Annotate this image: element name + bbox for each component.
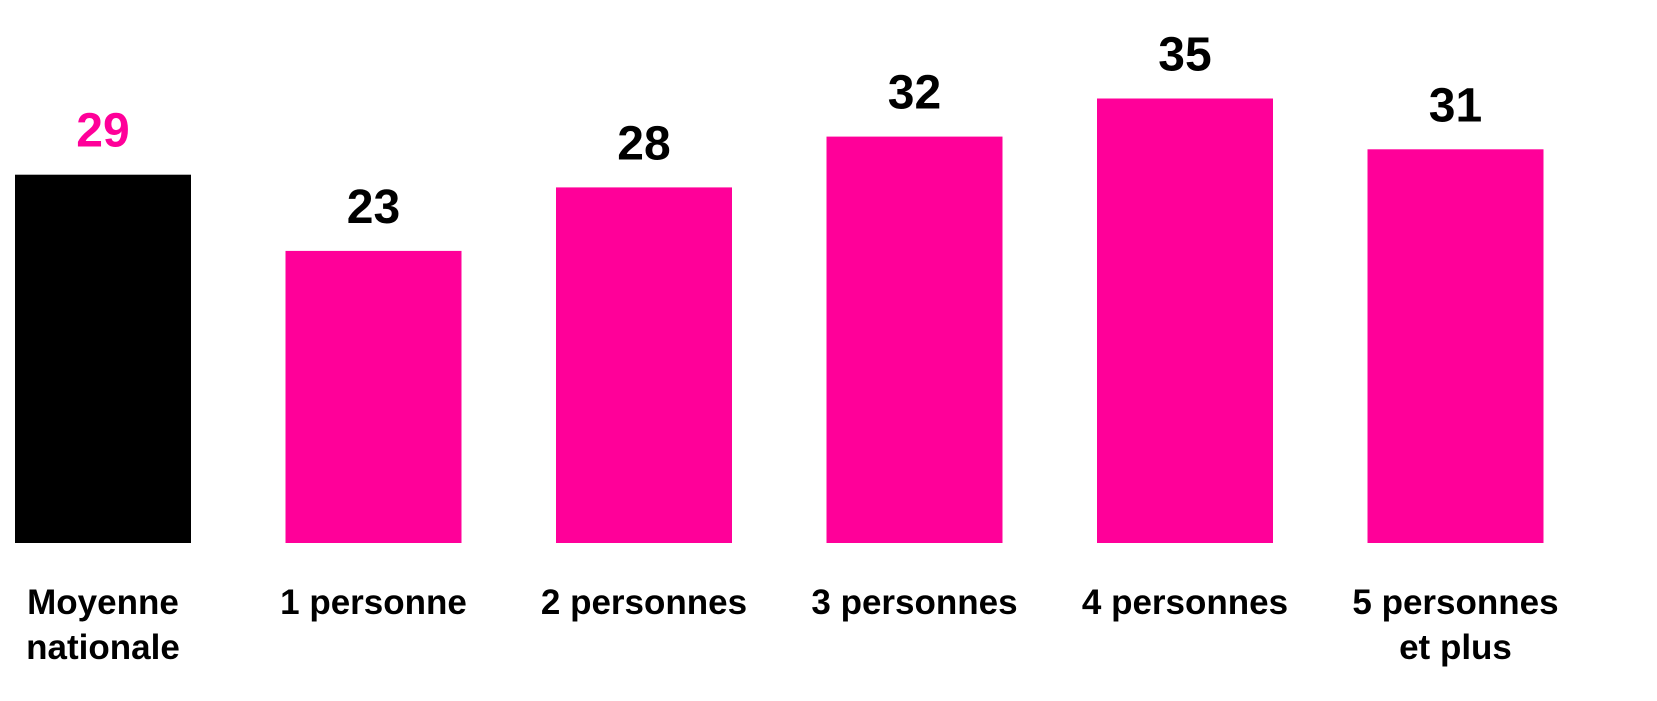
- value-label: 23: [347, 181, 400, 234]
- bar: [1097, 98, 1273, 543]
- category-label: 2 personnes: [541, 583, 747, 622]
- bar: [15, 174, 191, 543]
- value-label: 31: [1429, 79, 1482, 132]
- value-label: 35: [1158, 29, 1211, 82]
- value-labels-group: 29 23 28 32 35 31: [76, 29, 1482, 234]
- category-labels-group: Moyenne nationale 1 personne 2 personnes 3 p…: [26, 583, 1558, 667]
- category-label: 1 personne: [280, 583, 467, 622]
- category-label: 4 personnes: [1082, 583, 1288, 622]
- category-label: nationale: [26, 628, 180, 667]
- value-label: 32: [888, 67, 941, 120]
- value-label: 28: [617, 117, 670, 170]
- category-label: 3 personnes: [811, 583, 1017, 622]
- value-label: 29: [76, 105, 129, 158]
- category-label: 5 personnes: [1352, 583, 1558, 622]
- bar: [556, 187, 732, 543]
- category-label: Moyenne: [27, 583, 179, 622]
- bar: [826, 136, 1003, 543]
- bars-group: [15, 98, 1544, 544]
- bar: [1367, 149, 1544, 544]
- bar: [285, 250, 462, 543]
- category-label: et plus: [1399, 628, 1512, 667]
